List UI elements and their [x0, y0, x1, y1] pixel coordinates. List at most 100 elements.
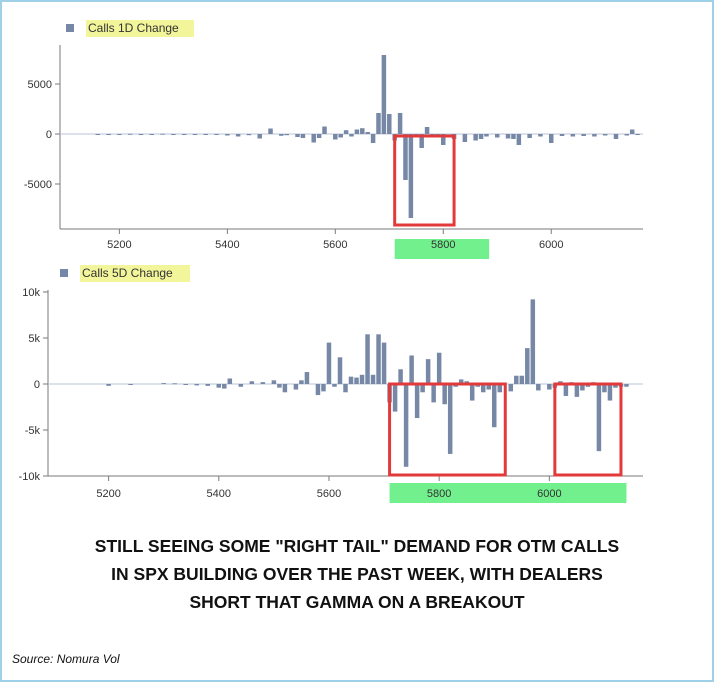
x-tick-label: 5200: [107, 239, 131, 251]
bar: [458, 379, 464, 384]
bar: [300, 134, 306, 138]
bar: [431, 384, 436, 403]
bar: [607, 384, 613, 401]
y-tick-label: 5k: [28, 333, 40, 345]
bar: [602, 134, 608, 136]
bar: [629, 129, 635, 134]
bar: [277, 384, 282, 388]
bar: [484, 134, 489, 137]
bar: [613, 134, 619, 139]
bar: [442, 384, 447, 405]
bar: [419, 134, 424, 148]
bar: [304, 372, 310, 384]
bar: [480, 384, 486, 393]
bar: [284, 134, 289, 136]
bar: [222, 384, 227, 389]
bar: [441, 134, 446, 145]
bar: [343, 130, 349, 134]
x-range-highlight: [389, 483, 627, 503]
y-tick-label: -5k: [25, 425, 41, 437]
legend-swatch: [60, 269, 68, 277]
bar: [624, 384, 629, 387]
bar: [420, 384, 425, 393]
bar: [337, 357, 343, 384]
y-tick-label: 10k: [22, 287, 40, 299]
bar: [376, 334, 381, 384]
bar: [478, 134, 484, 139]
bar: [246, 134, 252, 136]
x-tick-label: 5200: [96, 488, 120, 500]
bar: [581, 134, 586, 136]
bar: [387, 114, 392, 134]
bar: [398, 369, 403, 384]
y-tick-label: 5000: [28, 79, 52, 91]
bar: [322, 126, 327, 134]
x-tick-label: 5400: [207, 488, 231, 500]
x-tick-label: 5800: [431, 239, 455, 251]
bar: [497, 384, 503, 393]
bar: [381, 55, 387, 134]
bar: [321, 384, 326, 392]
y-tick-label: -10k: [19, 471, 41, 483]
bar: [127, 133, 133, 135]
chart-panel-1: Calls 1D Change 5000 0 -5000 5200 5400 5600 580…: [24, 20, 643, 259]
bar: [519, 375, 525, 384]
bar: [194, 384, 199, 386]
bar: [409, 355, 414, 384]
headline-line-1: STILL SEEING SOME "RIGHT TAIL" DEMAND FO…: [94, 536, 620, 556]
x-range-highlight: [394, 239, 490, 259]
bar: [354, 377, 359, 384]
bar: [205, 384, 211, 386]
bar: [447, 384, 453, 454]
headline-line-3: SHORT THAT GAMMA ON A BREAKOUT: [189, 592, 525, 612]
bar: [397, 113, 403, 134]
bar: [161, 383, 166, 385]
callout-box: [388, 382, 507, 477]
bar: [235, 134, 241, 137]
y-tick-label: 0: [46, 129, 52, 141]
bar: [106, 384, 111, 386]
bar: [238, 384, 244, 387]
bar: [359, 374, 365, 384]
bar: [425, 359, 431, 384]
charts-canvas: Calls 1D Change 5000 0 -5000 5200 5400 5600 580…: [19, 20, 643, 503]
bar: [268, 128, 273, 134]
bar: [338, 134, 343, 138]
bar: [370, 134, 376, 143]
bar: [225, 134, 230, 136]
bar: [349, 134, 354, 137]
bar: [462, 134, 468, 142]
bar: [580, 384, 585, 391]
bar: [538, 134, 543, 137]
source-note: Source: Nomura Vol: [12, 652, 120, 666]
bar: [95, 134, 101, 135]
x-tick-label: 5800: [427, 488, 451, 500]
bar: [403, 134, 408, 180]
bar: [295, 134, 300, 137]
x-tick-label: 5400: [215, 239, 239, 251]
bar: [403, 384, 409, 467]
bar: [592, 134, 597, 137]
bar: [596, 384, 602, 452]
bar: [326, 342, 332, 384]
callout-box: [393, 134, 456, 227]
bar: [348, 376, 354, 384]
bar: [332, 384, 337, 387]
bar: [563, 384, 569, 396]
x-tick-label: 5600: [317, 488, 341, 500]
bar: [315, 384, 321, 396]
bar: [311, 134, 316, 143]
bar: [214, 134, 219, 135]
bar: [203, 134, 208, 135]
bar: [392, 384, 398, 412]
bar: [333, 134, 338, 140]
bar: [360, 128, 365, 134]
bar: [376, 113, 381, 134]
bar: [279, 134, 284, 136]
bar: [128, 384, 133, 385]
bar: [293, 384, 299, 390]
bar: [160, 133, 165, 135]
headline-line-2: IN SPX BUILDING OVER THE PAST WEEK, WITH…: [111, 564, 603, 584]
bar: [505, 134, 511, 139]
